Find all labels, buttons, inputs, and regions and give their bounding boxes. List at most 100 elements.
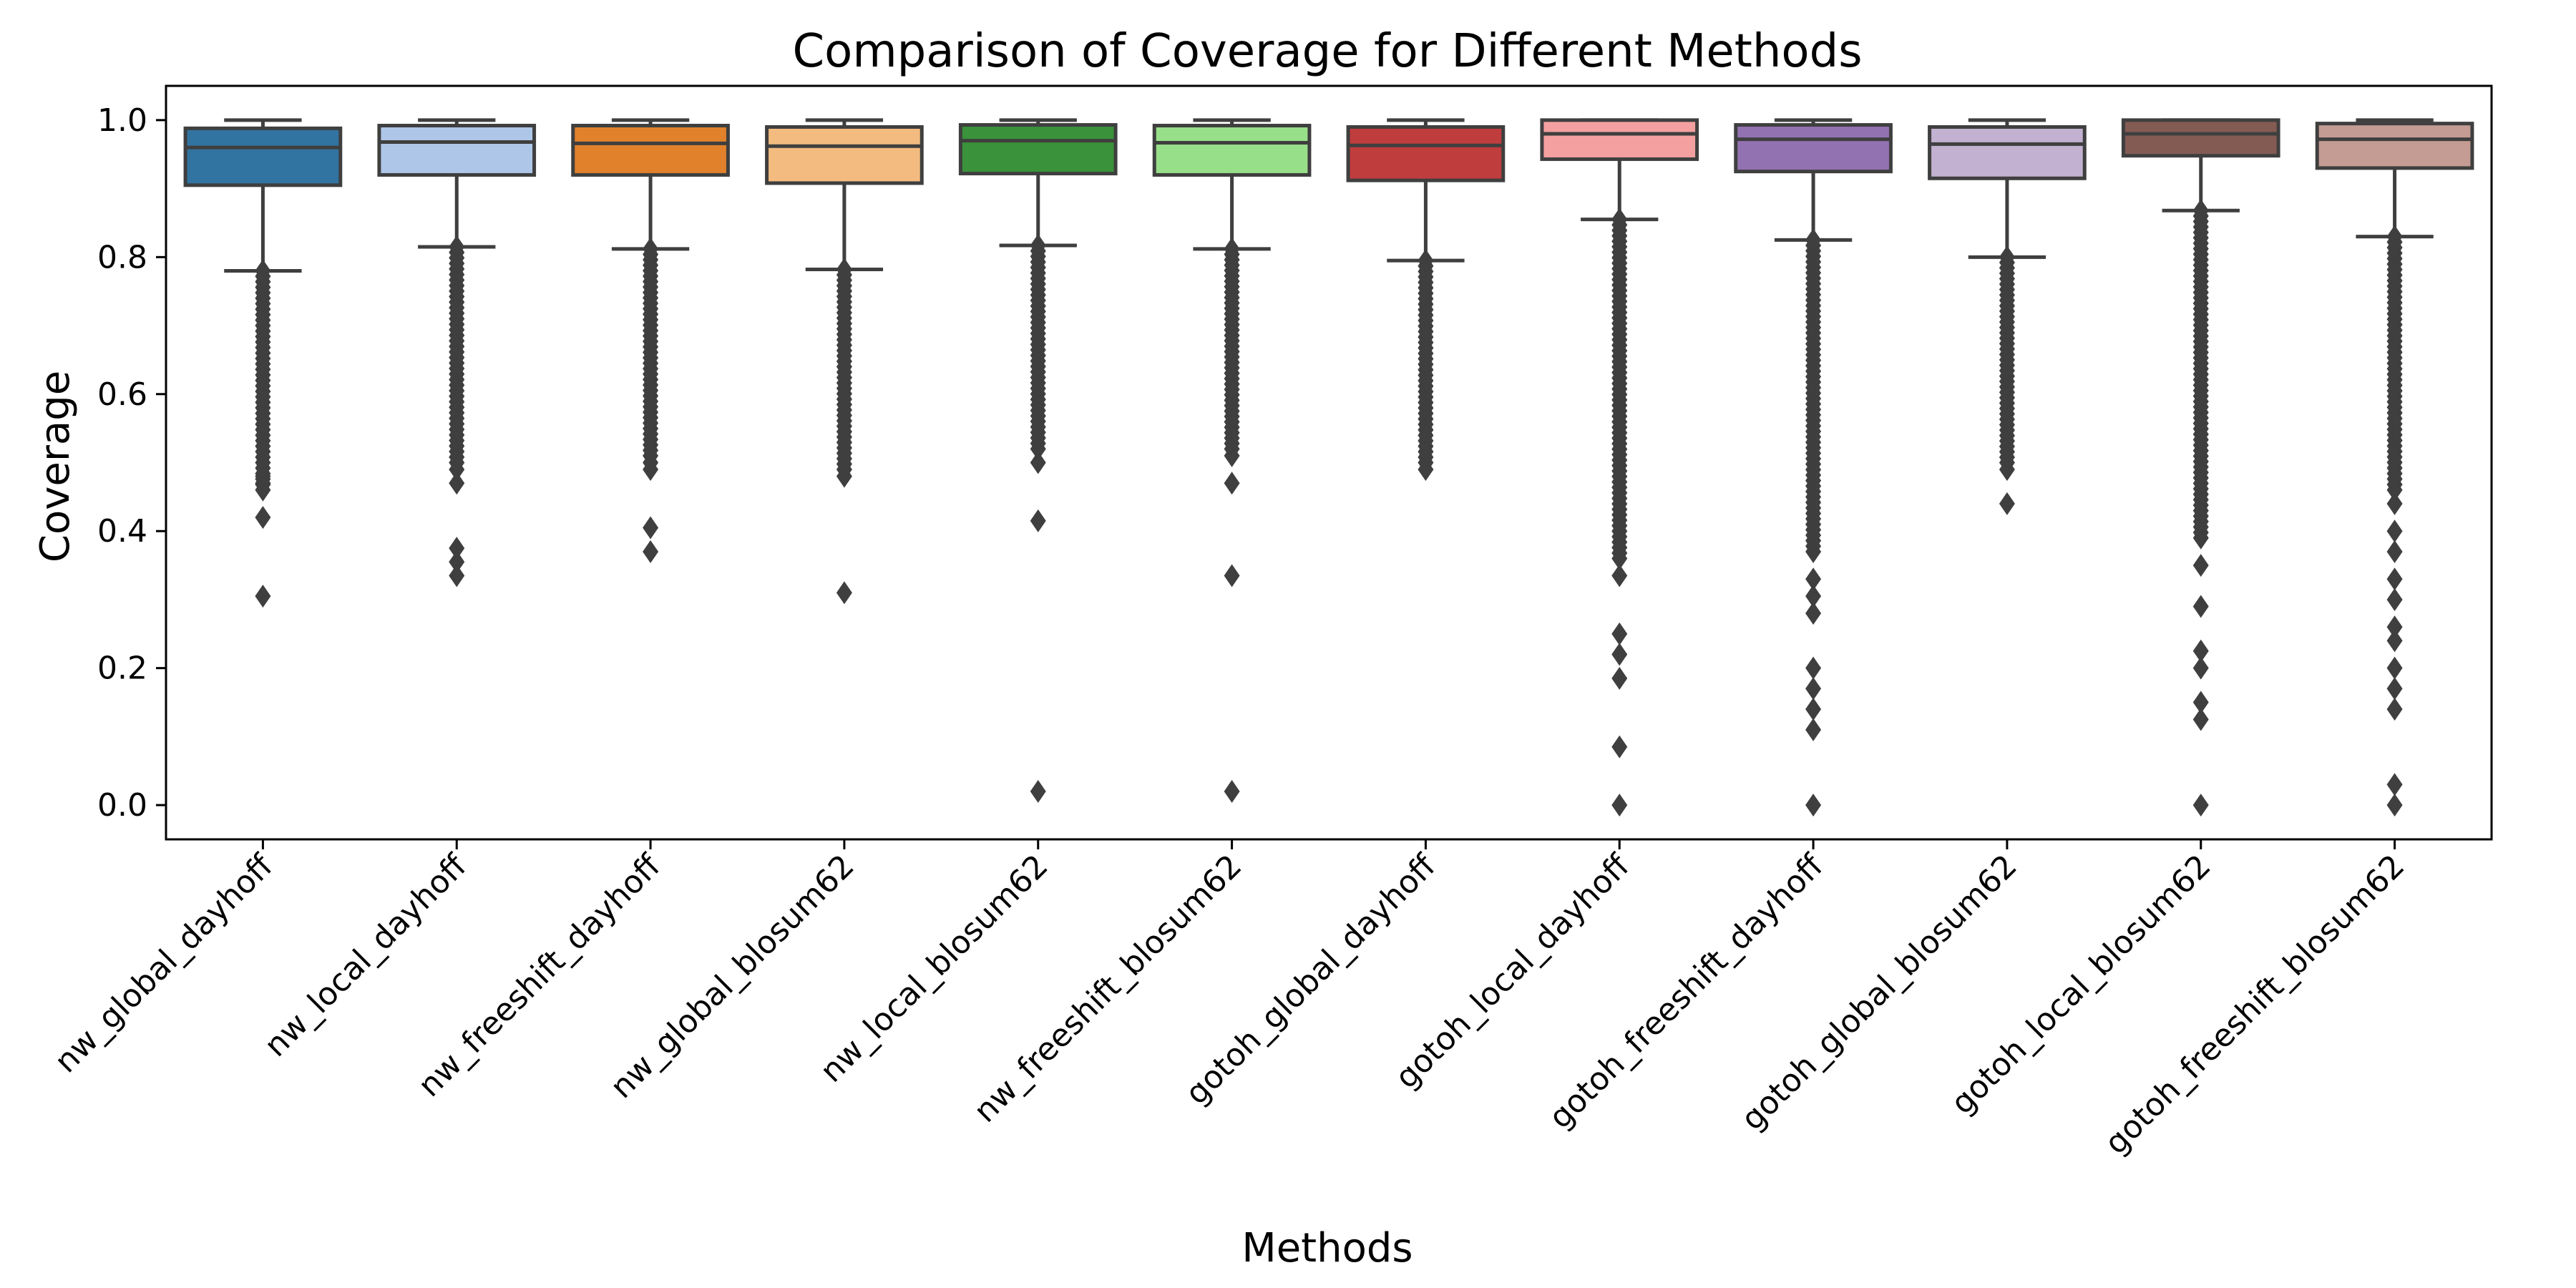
outlier-point [255,585,271,608]
outlier-point [2192,595,2209,618]
iqr-box [1928,125,2087,180]
outlier-point [2192,554,2209,577]
outlier-point [1805,567,1822,591]
outlier-point [449,235,465,258]
outlier-point [2386,629,2403,653]
outlier-point [2386,587,2403,611]
y-tick-label: 0.4 [97,513,147,550]
y-tick-label: 0.0 [97,787,147,824]
outlier-point [1224,444,1240,467]
outlier-point [836,464,852,488]
iqr-box [958,123,1118,176]
outlier-point [836,258,852,281]
outlier-point [2386,698,2403,721]
outlier-point [1805,585,1822,608]
iqr-box [183,126,343,187]
outlier-point [836,581,852,605]
outlier-point [449,564,465,587]
iqr-box [1346,125,1506,182]
outlier-point [1805,602,1822,625]
y-tick-label: 0.8 [97,239,147,275]
outlier-point [2386,540,2403,563]
iqr-box [571,124,730,177]
box-gotoh_freeshift_blosum62 [2315,118,2474,817]
outlier-point [2192,794,2209,817]
y-tick-label: 0.2 [97,650,147,687]
box-nw_global_dayhoff [183,118,343,608]
outlier-point [255,472,271,495]
outlier-point [1224,779,1240,803]
outlier-point [1611,794,1628,817]
box-nw_local_blosum62 [958,118,1118,803]
outlier-point [2386,794,2403,817]
plot-area [183,118,2474,817]
iqr-box [377,124,537,177]
outlier-point [1805,698,1822,721]
outlier-point [2192,708,2209,731]
outlier-point [1030,779,1046,803]
outlier-point [643,516,659,540]
outlier-point [2192,639,2209,663]
iqr-box [1734,123,1893,174]
outlier-point [2386,656,2403,680]
outlier-point [1611,643,1628,666]
axes-frame [165,84,2493,841]
outlier-point [1805,228,1822,252]
x-axis-label: Methods [1241,1225,1413,1272]
outlier-point [1611,622,1628,645]
y-tick-label: 0.6 [97,376,147,413]
outlier-point [1805,656,1822,680]
outlier-point [1999,492,2015,515]
outlier-point [2386,567,2403,591]
outlier-point [643,458,659,482]
iqr-box [2121,118,2280,158]
outlier-point [2386,773,2403,796]
outlier-point [643,237,659,260]
outlier-point [1999,458,2015,482]
box-nw_global_blosum62 [765,118,924,605]
outlier-point [449,472,465,495]
outlier-point [449,458,465,482]
y-axis-label: Coverage [32,371,79,562]
box-nw_freeshift_dayhoff [571,118,730,563]
y-axis: 0.0 0.2 0.4 0.6 0.8 1.0 [97,102,166,824]
outlier-point [1030,451,1046,474]
box-nw_freeshift_blosum62 [1152,118,1312,803]
iqr-box [765,125,924,185]
outlier-point [1418,249,1434,273]
outlier-point [2386,492,2403,515]
outlier-point [1611,208,1628,231]
iqr-box [2315,122,2474,170]
outlier-point [643,540,659,563]
outlier-point [1999,245,2015,269]
outlier-point [2192,691,2209,714]
outlier-point [1805,718,1822,741]
outlier-point [1224,237,1240,260]
box-gotoh_freeshift_dayhoff [1734,118,1893,817]
outlier-point [449,537,465,560]
box-gotoh_local_dayhoff [1540,118,1699,817]
outlier-point [2386,615,2403,639]
outlier-point [1805,677,1822,701]
outlier-point [1224,472,1240,495]
outlier-point [2192,199,2209,223]
outlier-point [2386,677,2403,701]
outlier-point [1611,735,1628,758]
outlier-point [2386,225,2403,248]
outlier-point [255,259,271,283]
outlier-point [1224,564,1240,587]
box-gotoh_global_dayhoff [1346,118,1506,482]
box-gotoh_global_blosum62 [1928,118,2087,515]
iqr-box [1152,124,1312,177]
x-tick-label: nw_local_dayhoff [258,847,474,1064]
iqr-box [1540,118,1699,161]
y-tick-label: 1.0 [97,102,147,139]
outlier-point [1805,794,1822,817]
outlier-point [1030,234,1046,258]
outlier-point [255,506,271,530]
box-nw_local_dayhoff [377,118,537,587]
x-tick-label: nw_global_dayhoff [48,847,281,1080]
outlier-point [1611,667,1628,691]
outlier-point [1030,509,1046,532]
